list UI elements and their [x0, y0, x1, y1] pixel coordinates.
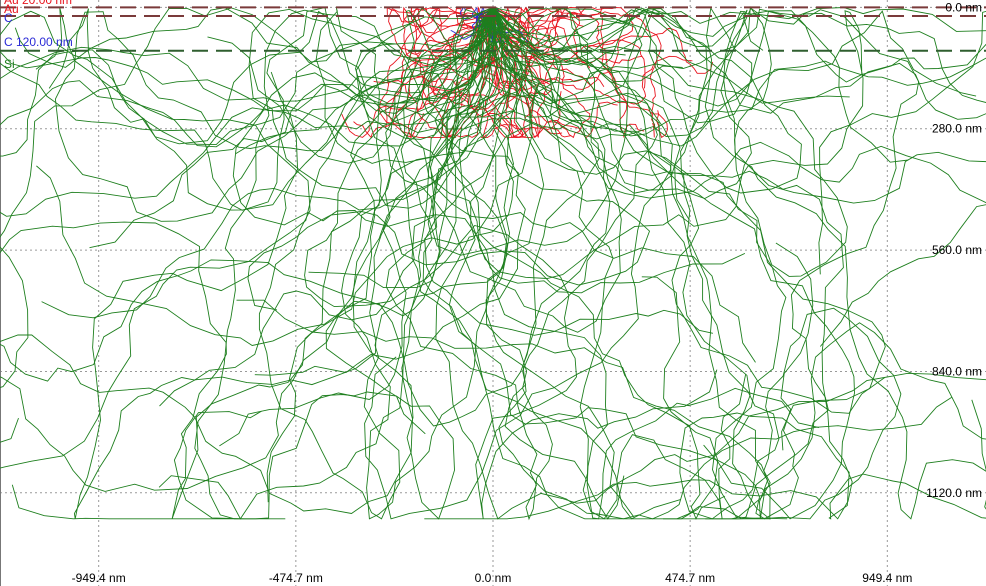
trajectory-2-6: [0, 7, 494, 102]
trajectory-2-21: [0, 7, 494, 492]
trajectory-2-54: [458, 7, 764, 279]
x-tick-label-0: -949.4 nm: [72, 571, 126, 585]
layer-label-4: Si: [4, 57, 15, 71]
trajectory-2-49: [478, 7, 977, 147]
trajectory-2-51: [492, 7, 920, 520]
trajectory-2-47: [0, 6, 494, 519]
trajectory-2-12: [492, 7, 747, 520]
trajectory-2-20: [411, 7, 682, 520]
trajectory-2-26: [492, 7, 986, 275]
trajectory-2-45: [429, 7, 756, 363]
trajectory-2-70: [232, 7, 746, 294]
trajectory-2-74: [492, 7, 886, 451]
trajectory-2-53: [492, 7, 902, 520]
trajectory-2-63: [0, 7, 494, 145]
trajectory-2-7: [385, 7, 562, 521]
trajectory-2-36: [0, 7, 494, 388]
trajectory-2-43: [35, 7, 545, 520]
trajectory-2-62: [355, 7, 850, 140]
trajectory-2-55: [207, 7, 643, 164]
trajectory-2-71: [248, 7, 586, 209]
trajectory-2-13: [466, 7, 635, 518]
x-tick-label-3: 474.7 nm: [665, 571, 715, 585]
trajectory-2-5: [266, 7, 533, 503]
trajectory-2-35: [0, 7, 494, 211]
trajectory-2-57: [73, 7, 496, 519]
y-tick-label-1: 280.0 nm: [932, 122, 982, 136]
layer-boundaries: [0, 6, 986, 52]
y-tick-label-3: 840.0 nm: [932, 364, 982, 378]
trajectory-2-25: [434, 7, 683, 333]
trajectory-2-42: [489, 7, 855, 520]
x-tick-label-2: 0.0 nm: [475, 571, 512, 585]
trajectories: [0, 5, 986, 521]
trajectory-2-39: [427, 7, 726, 520]
trajectory-2-41: [483, 7, 986, 204]
trajectory-2-15: [400, 7, 986, 256]
trajectory-2-33: [490, 7, 909, 163]
trajectory-2-48: [304, 7, 718, 519]
trajectory-2-61: [424, 7, 853, 520]
x-axis-labels: -949.4 nm -474.7 nm 0.0 nm 474.7 nm 949.4 nm: [72, 571, 913, 585]
trajectory-2-67: [492, 7, 986, 204]
trajectory-2-30: [482, 7, 986, 347]
x-tick-label-4: 949.4 nm: [862, 571, 912, 585]
y-axis-labels: 0.0 nm 280.0 nm 560.0 nm 840.0 nm 1120.0 nm: [926, 0, 982, 499]
trajectory-2-11: [0, 7, 494, 238]
trajectory-2-50: [492, 7, 986, 519]
trajectory-2-38: [410, 7, 820, 520]
trajectory-2-73: [492, 7, 886, 414]
y-tick-label-0: 0.0 nm: [945, 0, 982, 14]
trajectory-2-46: [247, 7, 651, 311]
trajectory-2-56: [0, 7, 494, 514]
trajectory-2-32: [41, 7, 802, 319]
trajectory-2-18: [89, 7, 494, 249]
trajectory-0-37: [353, 7, 494, 139]
trajectory-2-68: [492, 6, 986, 520]
trajectory-2-19: [492, 7, 719, 520]
trajectory-2-9: [0, 6, 494, 211]
trajectory-2-0: [492, 6, 848, 277]
trajectory-2-8: [308, 7, 509, 289]
trajectory-2-66: [0, 7, 494, 382]
trajectory-2-58: [14, 7, 494, 105]
trajectory-2-27: [48, 6, 494, 146]
trajectory-2-52: [173, 7, 494, 520]
trajectory-2-72: [159, 7, 494, 407]
layer-label-2: C: [4, 11, 13, 25]
trajectory-2-29: [364, 7, 673, 520]
trajectory-2-23: [0, 7, 494, 469]
trajectory-2-3: [219, 7, 495, 447]
layer-label-3: C 120.00 nm: [4, 35, 73, 49]
x-tick-label-1: -474.7 nm: [269, 571, 323, 585]
trajectory-2-64: [11, 7, 494, 520]
trajectory-2-16: [0, 7, 526, 217]
trajectory-2-22: [315, 7, 539, 520]
trajectory-2-65: [491, 7, 986, 137]
y-tick-label-2: 560.0 nm: [932, 243, 982, 257]
y-tick-label-4: 1120.0 nm: [926, 486, 982, 500]
trajectory-2-10: [492, 7, 986, 59]
trajectory-2-59: [36, 7, 494, 346]
trajectory-0-3: [492, 7, 534, 85]
layer-label-0: Au 20.00 nm: [4, 0, 72, 7]
layer-label-1: Au: [4, 2, 19, 16]
trajectory-2-69: [492, 7, 986, 520]
trajectory-2-37: [0, 7, 498, 116]
